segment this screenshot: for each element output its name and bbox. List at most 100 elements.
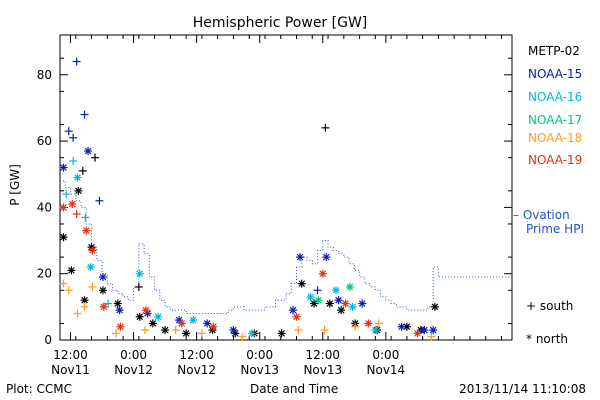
x-tick-label-time: 12:00 [179, 348, 214, 362]
data-point-noaa-18 [351, 322, 360, 331]
data-point-noaa-15 [296, 253, 305, 262]
marker-stroke [398, 323, 405, 331]
x-tick-label-time: 0:00 [120, 348, 147, 362]
y-tick-label: 0 [44, 333, 52, 347]
marker-stroke [114, 300, 122, 307]
marker-stroke [87, 263, 94, 271]
marker-stroke [81, 296, 88, 304]
marker-stroke [175, 316, 183, 324]
data-point-noaa-19 [59, 203, 68, 212]
marker-stroke [60, 204, 67, 211]
marker-stroke [89, 247, 96, 254]
x-tick-label-time: 12:00 [305, 348, 340, 362]
data-point-metp-02 [113, 299, 122, 308]
marker-stroke [209, 323, 217, 331]
data-point-noaa-18 [171, 326, 180, 335]
data-point-metp-02 [297, 279, 306, 288]
marker-stroke [203, 320, 211, 327]
legend-north-marker: * north [526, 332, 569, 346]
marker-stroke [84, 147, 92, 155]
marker-stroke [60, 233, 67, 241]
data-point-noaa-16 [86, 263, 95, 272]
x-tick-label-time: 12:00 [53, 348, 88, 362]
data-point-noaa-15 [80, 110, 89, 119]
marker-stroke [372, 326, 379, 334]
marker-stroke [342, 300, 349, 307]
data-point-noaa-18 [59, 279, 68, 288]
data-point-metp-02 [98, 286, 107, 295]
data-point-noaa-16 [62, 190, 71, 199]
y-tick-label: 80 [37, 68, 52, 82]
data-point-noaa-15 [322, 253, 331, 262]
marker-stroke [154, 313, 162, 321]
data-point-noaa-17 [314, 296, 323, 305]
data-point-metp-02 [310, 299, 319, 308]
data-point-metp-02 [134, 282, 143, 291]
marker-stroke [161, 326, 169, 334]
x-tick-label-date: Nov11 [51, 363, 90, 377]
data-point-noaa-19 [364, 319, 373, 328]
data-point-noaa-19 [318, 269, 327, 278]
data-point-noaa-16 [104, 299, 113, 308]
x-tick-label-time: 0:00 [372, 348, 399, 362]
data-point-metp-02 [74, 186, 83, 195]
marker-stroke [100, 303, 108, 311]
data-point-noaa-16 [69, 156, 78, 165]
marker-stroke [60, 164, 67, 171]
x-tick-label-date: Nov13 [240, 363, 279, 377]
data-point-noaa-18 [427, 332, 436, 341]
data-point-noaa-15 [69, 133, 78, 142]
data-point-metp-02 [135, 312, 144, 321]
marker-stroke [142, 306, 150, 314]
marker-stroke [117, 323, 124, 331]
marker-stroke [149, 320, 157, 327]
marker-stroke [248, 330, 256, 337]
marker-stroke [293, 313, 300, 321]
marker-stroke [310, 300, 318, 307]
marker-stroke [307, 293, 314, 301]
data-point-noaa-19 [209, 322, 218, 331]
data-point-noaa-15 [429, 326, 438, 335]
marker-stroke [68, 267, 75, 274]
data-point-noaa-18 [320, 326, 329, 335]
marker-stroke [278, 330, 285, 337]
marker-stroke [421, 326, 428, 334]
data-point-noaa-16 [135, 269, 144, 278]
marker-stroke [365, 320, 372, 327]
marker-stroke [231, 330, 239, 337]
data-point-noaa-18 [88, 282, 97, 291]
x-tick-label-time: 0:00 [246, 348, 273, 362]
legend-item-noaa-17: NOAA-17 [528, 113, 583, 127]
data-point-noaa-19 [141, 306, 150, 315]
marker-stroke [182, 330, 190, 337]
marker-stroke [326, 300, 334, 307]
data-point-metp-02 [67, 266, 76, 275]
marker-stroke [136, 270, 144, 277]
data-point-noaa-18 [238, 332, 247, 341]
y-tick-label: 40 [37, 200, 52, 214]
data-point-metp-02 [182, 329, 191, 338]
marker-stroke [136, 313, 144, 321]
x-tick-label-date: Nov14 [367, 363, 406, 377]
marker-stroke [429, 326, 437, 334]
marker-stroke [144, 310, 151, 317]
data-point-noaa-16 [81, 213, 90, 222]
data-point-noaa-15 [59, 163, 68, 172]
data-point-noaa-18 [294, 326, 303, 335]
data-point-metp-02 [59, 233, 68, 242]
marker-stroke [75, 187, 82, 195]
plot-frame [59, 34, 513, 341]
data-point-noaa-19 [68, 200, 77, 209]
data-point-noaa-16 [189, 316, 198, 325]
marker-stroke [178, 320, 186, 327]
footer-plot-source: Plot: CCMC [6, 382, 72, 396]
y-tick-label: 20 [37, 267, 52, 281]
legend-ovation-line1: – Ovation [513, 208, 570, 222]
data-point-noaa-17 [345, 282, 354, 291]
data-point-noaa-18 [374, 319, 383, 328]
data-point-noaa-19 [116, 322, 125, 331]
marker-stroke [414, 330, 421, 337]
data-point-noaa-15 [72, 57, 81, 66]
footer-timestamp: 2013/11/14 11:10:08 [459, 382, 586, 396]
data-point-metp-02 [78, 166, 87, 175]
